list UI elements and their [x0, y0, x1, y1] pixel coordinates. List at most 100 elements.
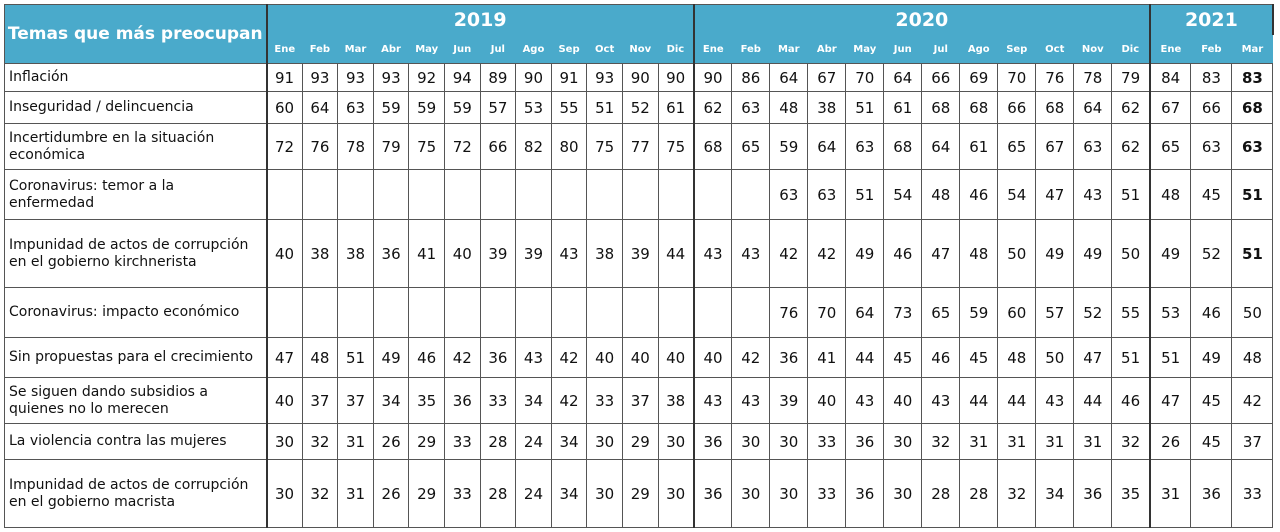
cell: 47	[1035, 169, 1075, 220]
cell	[731, 169, 771, 220]
table-row: Impunidad de actos de corrupción en el g…	[4, 219, 1274, 288]
cell: 28	[479, 423, 517, 460]
cell	[550, 169, 588, 220]
cell: 49	[1148, 219, 1192, 288]
cell: 29	[408, 459, 445, 528]
cell: 30	[769, 423, 809, 460]
cell: 80	[550, 123, 588, 170]
cell: 75	[586, 123, 623, 170]
cell: 55	[1111, 287, 1151, 338]
cell: 42	[731, 337, 771, 378]
cell: 29	[621, 423, 659, 460]
cell	[692, 169, 733, 220]
cell: 51	[586, 91, 623, 124]
cell: 68	[692, 123, 733, 170]
cell: 47	[1073, 337, 1113, 378]
table-row: Inseguridad / delincuencia 60 64 63 59 59 59 57…	[4, 91, 1274, 124]
cell: 26	[372, 423, 410, 460]
cell: 91	[265, 63, 303, 92]
cell: 93	[372, 63, 410, 92]
cell: 33	[443, 459, 481, 528]
cell	[621, 169, 659, 220]
month-header: Mar	[337, 35, 374, 64]
cell: 64	[845, 287, 885, 338]
cell: 43	[692, 219, 733, 288]
cell: 63	[769, 169, 809, 220]
cell: 51	[1231, 169, 1274, 220]
cell: 34	[372, 377, 410, 424]
cell: 42	[550, 377, 588, 424]
month-header: Feb	[731, 35, 770, 64]
cell: 49	[1190, 337, 1233, 378]
cell: 30	[883, 423, 923, 460]
cell: 30	[731, 459, 771, 528]
month-header: Feb	[1190, 35, 1232, 64]
cell: 94	[443, 63, 481, 92]
month-header: Dic	[1111, 35, 1150, 64]
header-row: Ene Feb Mar Abr May Jun Jul Ago Sep Oct Nov Dic Ene F…	[5, 35, 1273, 64]
cell: 48	[1148, 169, 1192, 220]
cell: 40	[883, 377, 923, 424]
cell: 62	[692, 91, 733, 124]
month-header: Oct	[586, 35, 623, 64]
cell: 43	[921, 377, 961, 424]
cell: 48	[1231, 337, 1274, 378]
cell: 51	[337, 337, 374, 378]
cell: 30	[265, 459, 303, 528]
cell	[301, 287, 339, 338]
cell: 82	[515, 123, 552, 170]
month-header: Abr	[373, 35, 409, 64]
month-header: Mar	[1231, 35, 1273, 64]
cell: 79	[372, 123, 410, 170]
cell: 30	[731, 423, 771, 460]
cell: 40	[265, 219, 303, 288]
cell: 31	[1148, 459, 1192, 528]
cell: 34	[550, 459, 588, 528]
cell: 40	[621, 337, 659, 378]
cell	[479, 169, 517, 220]
table-row: La violencia contra las mujeres 30 32 31 26 2…	[4, 423, 1274, 460]
cell: 29	[408, 423, 445, 460]
cell: 68	[1231, 91, 1274, 124]
cell: 54	[997, 169, 1037, 220]
cell: 40	[657, 337, 695, 378]
cell: 51	[845, 91, 885, 124]
cell: 51	[1231, 219, 1274, 288]
cell: 38	[301, 219, 339, 288]
cell: 43	[731, 219, 771, 288]
cell: 32	[1111, 423, 1151, 460]
cell: 38	[586, 219, 623, 288]
cell: 30	[265, 423, 303, 460]
table-row: Incertidumbre en la situación económica 7…	[4, 123, 1274, 170]
cell: 64	[769, 63, 809, 92]
cell: 44	[959, 377, 999, 424]
cell	[372, 287, 410, 338]
cell: 68	[959, 91, 999, 124]
cell: 30	[586, 459, 623, 528]
cell: 32	[301, 459, 339, 528]
cell: 59	[408, 91, 445, 124]
cell	[443, 287, 481, 338]
cell: 37	[301, 377, 339, 424]
cell: 42	[769, 219, 809, 288]
cell: 70	[845, 63, 885, 92]
cell: 48	[997, 337, 1037, 378]
cell: 47	[921, 219, 961, 288]
row-label: Se siguen dando subsidios a quienes no l…	[4, 377, 268, 424]
cell: 47	[1148, 377, 1192, 424]
cell: 37	[621, 377, 659, 424]
row-label: Impunidad de actos de corrupción en el g…	[4, 459, 268, 528]
month-header: Jun	[883, 35, 922, 64]
cell: 31	[337, 459, 374, 528]
cell: 24	[515, 459, 552, 528]
cell: 26	[372, 459, 410, 528]
table-row: Inflación 91 93 93 93 92 94 89 90 91 93 90 90 90 86 64 6…	[4, 63, 1274, 92]
cell: 79	[1111, 63, 1151, 92]
cell: 48	[921, 169, 961, 220]
cell: 57	[1035, 287, 1075, 338]
cell: 32	[301, 423, 339, 460]
month-header: Ago	[515, 35, 552, 64]
cell: 36	[692, 423, 733, 460]
month-header: Mar	[769, 35, 808, 64]
month-header: Sep	[997, 35, 1036, 64]
